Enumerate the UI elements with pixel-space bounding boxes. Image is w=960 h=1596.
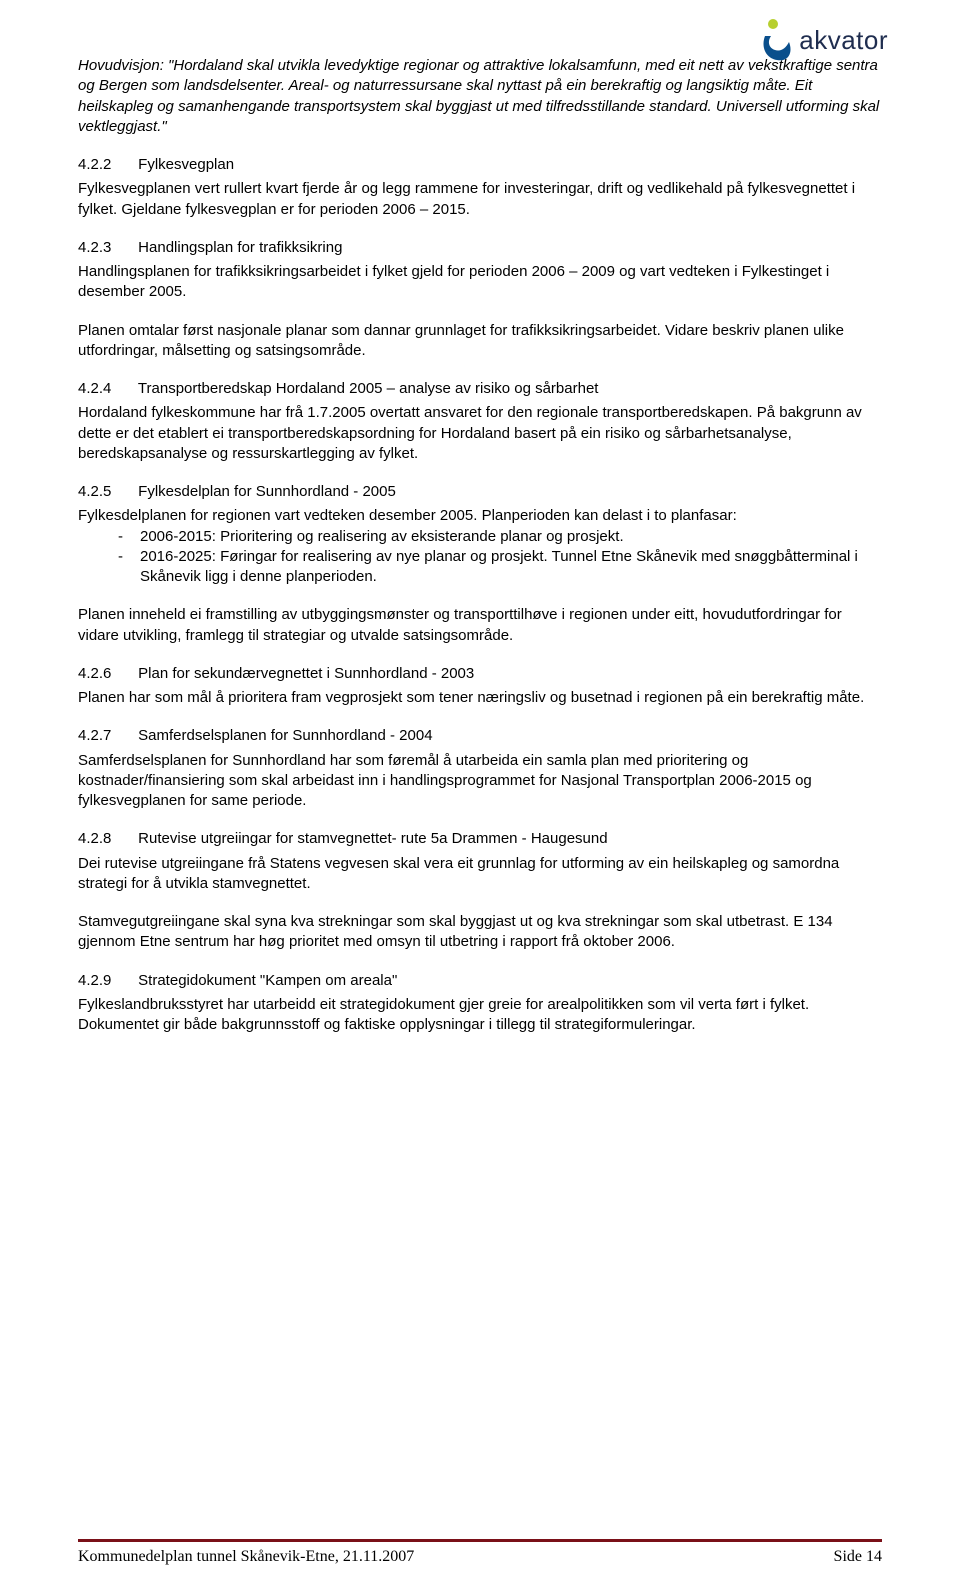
section-title: Samferdselsplanen for Sunnhordland - 200… [138,727,432,744]
section-heading-423: 4.2.3 Handlingsplan for trafikksikring [78,238,882,258]
section-body: Hordaland fylkeskommune har frå 1.7.2005… [78,403,882,464]
intro-quote: Hovudvisjon: "Hordaland skal utvikla lev… [78,56,882,137]
section-title: Fylkesdelplan for Sunnhordland - 2005 [138,483,396,500]
section-title: Strategidokument "Kampen om areala" [138,972,397,989]
section-body: Planen omtalar først nasjonale planar so… [78,321,882,362]
logo-text: akvator [799,25,888,56]
footer-left: Kommunedelplan tunnel Skånevik-Etne, 21.… [78,1548,414,1566]
footer-right: Side 14 [834,1548,882,1566]
section-title: Fylkesvegplan [138,156,234,173]
section-heading-422: 4.2.2 Fylkesvegplan [78,155,882,175]
section-title: Rutevise utgreiingar for stamvegnettet- … [138,830,607,847]
section-number: 4.2.6 [78,664,134,684]
bullet-list: 2006-2015: Prioritering og realisering a… [118,527,882,588]
section-body: Fylkeslandbruksstyret har utarbeidd eit … [78,995,882,1036]
section-number: 4.2.4 [78,379,134,399]
section-title: Transportberedskap Hordaland 2005 – anal… [138,380,599,397]
section-body: Planen inneheld ei framstilling av utbyg… [78,605,882,646]
section-heading-428: 4.2.8 Rutevise utgreiingar for stamvegne… [78,829,882,849]
logo-icon [759,18,793,62]
section-heading-427: 4.2.7 Samferdselsplanen for Sunnhordland… [78,726,882,746]
page: akvator Hovudvisjon: "Hordaland skal utv… [0,0,960,1596]
section-number: 4.2.7 [78,726,134,746]
section-heading-429: 4.2.9 Strategidokument "Kampen om areala… [78,971,882,991]
section-heading-424: 4.2.4 Transportberedskap Hordaland 2005 … [78,379,882,399]
section-body: Planen har som mål å prioritera fram veg… [78,688,882,708]
section-heading-425: 4.2.5 Fylkesdelplan for Sunnhordland - 2… [78,482,882,502]
list-item: 2006-2015: Prioritering og realisering a… [118,527,882,547]
section-heading-426: 4.2.6 Plan for sekundærvegnettet i Sunnh… [78,664,882,684]
section-body: Samferdselsplanen for Sunnhordland har s… [78,751,882,812]
section-lead: Fylkesdelplanen for regionen vart vedtek… [78,506,882,526]
section-body: Dei rutevise utgreiingane frå Statens ve… [78,854,882,895]
section-body: Stamvegutgreiingane skal syna kva strekn… [78,912,882,953]
section-body: Fylkesvegplanen vert rullert kvart fjerd… [78,179,882,220]
footer-row: Kommunedelplan tunnel Skånevik-Etne, 21.… [78,1548,882,1566]
document-body: Hovudvisjon: "Hordaland skal utvikla lev… [78,56,882,1035]
section-number: 4.2.9 [78,971,134,991]
list-item: 2016-2025: Føringar for realisering av n… [118,547,882,588]
section-number: 4.2.5 [78,482,134,502]
section-title: Plan for sekundærvegnettet i Sunnhordlan… [138,665,474,682]
section-body: Handlingsplanen for trafikksikringsarbei… [78,262,882,303]
section-number: 4.2.2 [78,155,134,175]
footer-rule [78,1539,882,1542]
page-footer: Kommunedelplan tunnel Skånevik-Etne, 21.… [78,1539,882,1566]
section-number: 4.2.8 [78,829,134,849]
section-title: Handlingsplan for trafikksikring [138,239,342,256]
brand-logo: akvator [759,18,888,62]
section-number: 4.2.3 [78,238,134,258]
